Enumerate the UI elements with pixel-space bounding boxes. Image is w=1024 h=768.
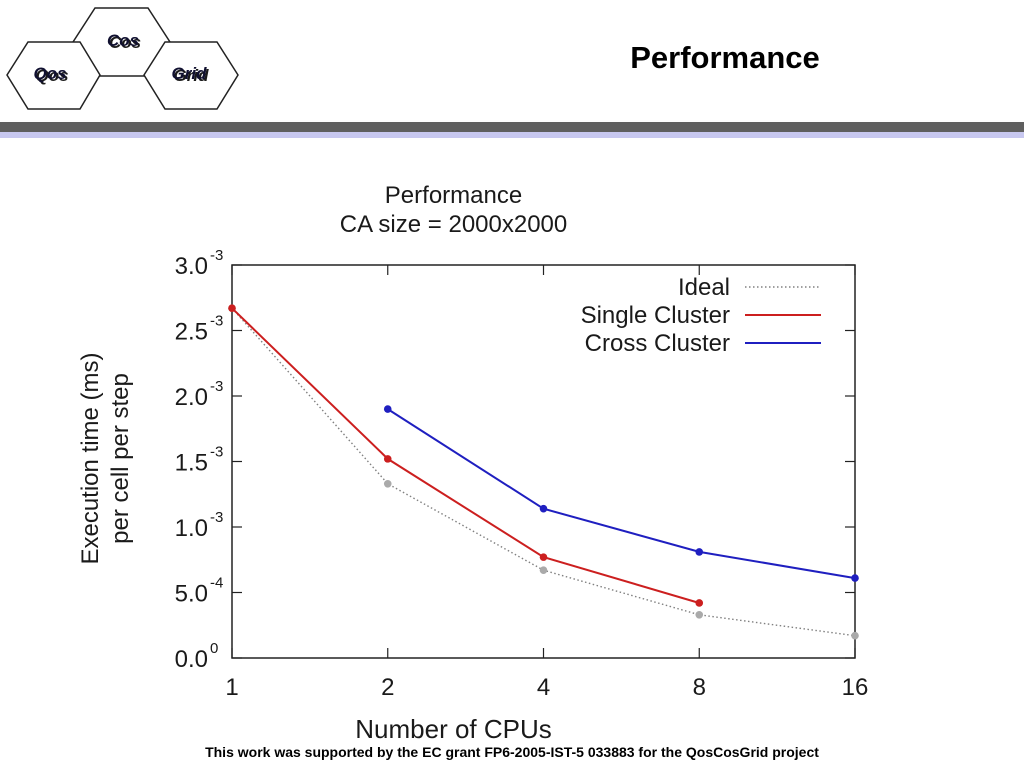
series-line-cross-cluster (387, 408, 856, 580)
logo-word-cos: Cos (107, 31, 139, 50)
chart-subtitle: CA size = 2000x2000 (340, 211, 568, 238)
y-tick-label: 1.0 (175, 515, 208, 542)
y-tick-exponent: 0 (210, 640, 218, 657)
data-point-ideal (539, 566, 548, 575)
y-tick-exponent: -4 (210, 575, 223, 592)
legend-label: Single Cluster (581, 302, 730, 329)
data-point-ideal (383, 479, 392, 488)
y-tick-label: 1.5 (175, 450, 208, 477)
data-point-single-cluster (228, 304, 236, 313)
data-point-cross-cluster (383, 405, 392, 413)
header-rule-dark (0, 122, 1024, 132)
y-tick-exponent: -3 (210, 378, 223, 395)
x-tick-label: 8 (693, 674, 706, 701)
y-tick-label: 0.0 (175, 646, 208, 673)
y-tick-label: 2.0 (175, 384, 208, 411)
logo-word-grid: Grid (172, 64, 208, 83)
legend-label: Cross Cluster (585, 330, 730, 357)
data-point-single-cluster (695, 599, 704, 607)
x-tick-label: 2 (381, 674, 394, 701)
data-point-cross-cluster (851, 574, 859, 582)
data-point-cross-cluster (695, 548, 704, 556)
logo-hexagon-right (143, 41, 239, 110)
logo-word-qos-shadow: Qos (35, 66, 68, 85)
y-tick-exponent: -3 (210, 313, 223, 330)
logo-hexagon-left (6, 41, 101, 110)
y-tick-exponent: -3 (210, 444, 223, 461)
x-tick-label: 4 (537, 674, 550, 701)
plot-frame (231, 264, 856, 659)
y-tick-label: 3.0 (175, 253, 208, 280)
y-tick-exponent: -3 (210, 247, 223, 264)
data-point-ideal (695, 610, 704, 619)
y-tick-label: 5.0 (175, 581, 208, 608)
x-tick-label: 1 (225, 674, 238, 701)
y-tick-exponent: -3 (210, 509, 223, 526)
series-line-ideal (231, 307, 856, 637)
y-tick-label: 2.5 (175, 319, 208, 346)
logo-word-grid-shadow: Grid (174, 66, 210, 85)
data-point-single-cluster (383, 455, 392, 463)
data-point-cross-cluster (539, 504, 548, 513)
y-axis-label-line1: Execution time (ms) (77, 352, 104, 564)
logo-word-cos-shadow: Cos (109, 33, 141, 52)
logo-word-qos: Qos (33, 64, 66, 83)
x-tick-label: 16 (842, 674, 869, 701)
y-axis-label-line2: per cell per step (107, 373, 134, 544)
header-rule-light (0, 132, 1024, 138)
qoscosgrid-logo: Cos Cos Qos Qos Grid Grid (6, 7, 239, 110)
series-line-single-cluster (231, 307, 700, 604)
chart-title: Performance (385, 182, 522, 209)
page-title: Performance (630, 40, 820, 75)
data-point-single-cluster (539, 553, 548, 561)
data-point-ideal (851, 631, 859, 640)
footer-acknowledgement: This work was supported by the EC grant … (205, 744, 819, 760)
legend-label: Ideal (678, 274, 730, 301)
x-axis-label: Number of CPUs (355, 714, 552, 744)
